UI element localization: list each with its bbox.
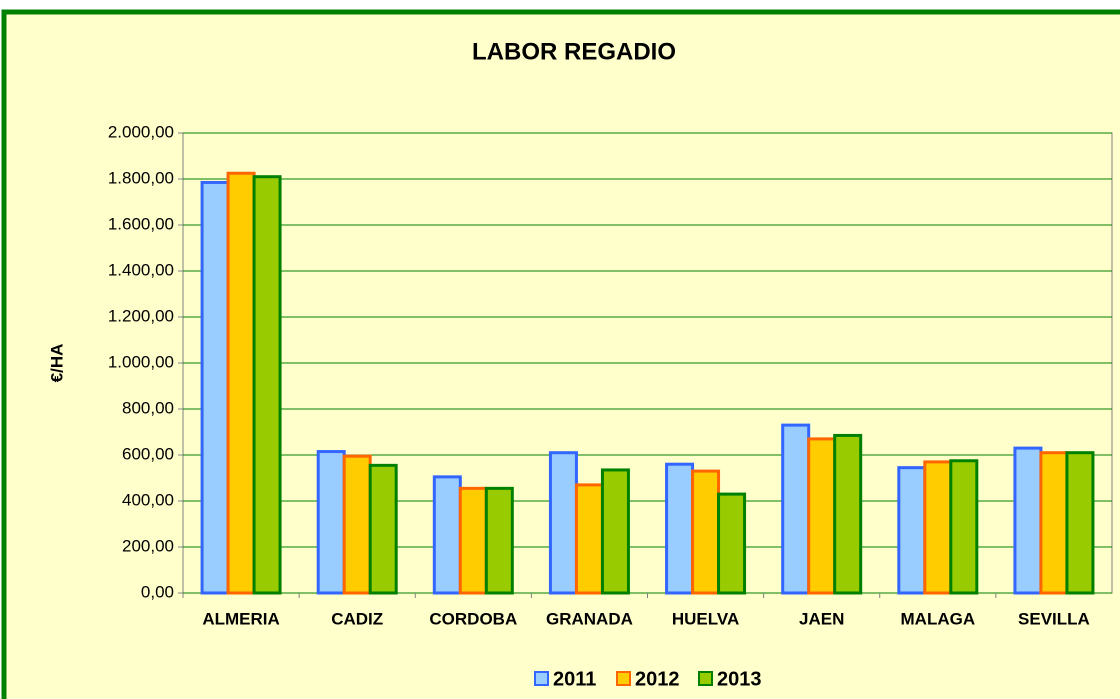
chart-title: LABOR REGADIO: [472, 38, 676, 65]
x-tick-label: ALMERIA: [202, 609, 279, 628]
x-tick-label: CORDOBA: [429, 609, 517, 628]
y-tick-label: 200,00: [122, 536, 174, 555]
x-tick-label: HUELVA: [672, 609, 739, 628]
legend-swatch: [698, 671, 713, 686]
bar: [252, 175, 282, 595]
bar: [1065, 451, 1095, 595]
bar: [781, 423, 811, 595]
y-tick-label: 1.800,00: [108, 168, 174, 187]
bar: [458, 486, 488, 595]
y-tick-label: 400,00: [122, 490, 174, 509]
bar: [368, 463, 398, 595]
legend-label: 2011: [553, 668, 596, 690]
bar: [316, 450, 346, 595]
x-tick-label: JAEN: [799, 609, 844, 628]
x-tick-label: SEVILLA: [1018, 609, 1090, 628]
y-tick-label: 2.000,00: [108, 122, 174, 141]
bar: [717, 492, 747, 595]
legend-swatch: [616, 671, 631, 686]
bar: [665, 462, 695, 595]
bar: [432, 475, 462, 595]
legend-label: 2012: [635, 668, 680, 690]
y-tick-label: 0,00: [141, 582, 174, 601]
bar: [923, 460, 953, 595]
y-tick-label: 1.400,00: [108, 260, 174, 279]
bar: [833, 433, 863, 595]
y-tick-label: 1.200,00: [108, 306, 174, 325]
bar: [574, 483, 604, 595]
bar: [200, 180, 230, 595]
bar: [600, 468, 630, 595]
bar: [1013, 446, 1043, 595]
bar: [897, 466, 927, 595]
legend-label: 2013: [717, 668, 762, 690]
x-tick-label: MALAGA: [901, 609, 976, 628]
bar: [1039, 451, 1069, 595]
bar: [548, 451, 578, 595]
bar: [484, 486, 514, 595]
y-tick-label: 800,00: [122, 398, 174, 417]
x-tick-label: GRANADA: [546, 609, 633, 628]
bar: [807, 437, 837, 595]
bar: [226, 171, 256, 595]
legend-swatch: [534, 671, 549, 686]
bar: [691, 469, 721, 595]
y-tick-label: 1.600,00: [108, 214, 174, 233]
y-tick-label: 600,00: [122, 444, 174, 463]
x-tick-label: CADIZ: [331, 609, 383, 628]
bar: [949, 459, 979, 595]
y-axis-label: €/HA: [47, 344, 66, 383]
y-tick-label: 1.000,00: [108, 352, 174, 371]
bar: [342, 454, 372, 595]
